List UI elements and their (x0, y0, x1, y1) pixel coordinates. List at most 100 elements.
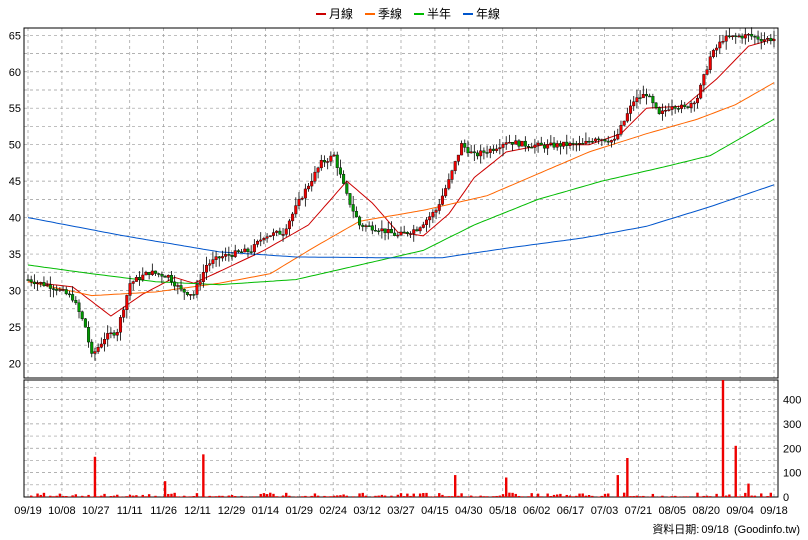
volume-bar (607, 493, 610, 497)
candle-body (692, 102, 696, 105)
candle-body (361, 224, 365, 227)
volume-bar (422, 493, 425, 497)
candle-body (322, 160, 326, 163)
volume-tick-label: 100 (783, 468, 801, 480)
candle-body (271, 232, 275, 236)
candle-body (542, 144, 546, 149)
candle-body (469, 151, 473, 154)
candle-body (472, 151, 476, 154)
candle-body (147, 271, 151, 275)
candle-body (71, 294, 75, 301)
date-tick-label: 04/15 (421, 505, 449, 517)
candle-body (205, 265, 209, 273)
volume-bar (128, 494, 132, 497)
candle-body (651, 96, 655, 104)
candle-body (689, 103, 693, 108)
candle-body (154, 270, 158, 274)
volume-bar (307, 496, 310, 497)
candle-body (517, 140, 521, 147)
volume-bar (74, 494, 78, 497)
volume-bar (753, 495, 757, 497)
candle-body (527, 146, 531, 148)
date-label: 資料日期: (652, 524, 700, 536)
price-tick-label: 35 (9, 249, 21, 261)
candle-body (593, 138, 597, 142)
candle-body (756, 36, 760, 40)
candle-body (310, 181, 314, 187)
candle-body (641, 94, 645, 99)
volume-bar (39, 494, 42, 497)
candle-body (329, 155, 333, 162)
candle-body (185, 292, 189, 295)
candle-body (702, 74, 706, 86)
date-tick-label: 09/19 (14, 505, 42, 517)
candle-body (673, 106, 677, 109)
candle-body (52, 288, 56, 290)
ma-line (27, 82, 775, 297)
volume-bar (715, 493, 718, 497)
candle-body (112, 332, 116, 336)
volume-bar (603, 493, 607, 497)
volume-bar (626, 458, 629, 497)
candle-body (351, 204, 355, 212)
candle-body (67, 293, 71, 296)
price-tick-label: 20 (9, 358, 21, 370)
volume-bar (744, 492, 747, 497)
volume-bar (559, 493, 562, 497)
candle-body (198, 281, 202, 285)
candle-body (581, 143, 585, 145)
candle-body (574, 143, 578, 145)
candle-body (281, 234, 285, 236)
volume-bar (505, 477, 508, 497)
candle-body (546, 144, 550, 149)
footer-info: 資料日期: 09/18 (Goodinfo.tw) (652, 521, 802, 537)
volume-bar (575, 495, 578, 497)
volume-bar (288, 495, 291, 497)
volume-bar (374, 495, 377, 497)
candle-body (491, 148, 495, 151)
date-tick-label: 07/21 (625, 505, 653, 517)
volume-bar (705, 495, 709, 497)
volume-bar (441, 494, 444, 497)
candle-body (415, 229, 419, 232)
volume-bar (485, 496, 489, 497)
volume-bar (141, 494, 144, 497)
candle-body (603, 139, 607, 142)
candle-body (463, 143, 467, 148)
candle-body (275, 230, 279, 233)
candle-body (316, 167, 320, 173)
candle-body (428, 216, 432, 221)
candle-body (195, 284, 199, 295)
candle-body (769, 38, 773, 42)
candle-body (131, 281, 135, 284)
candle-body (721, 41, 725, 43)
candle-body (485, 152, 489, 154)
ma-line (27, 118, 775, 286)
volume-bar (527, 496, 530, 497)
candle-body (590, 141, 594, 143)
candle-body (217, 256, 221, 259)
volume-bar (265, 494, 269, 497)
volume-bar (540, 496, 543, 497)
candle-body (118, 317, 122, 333)
volume-bar (565, 494, 568, 497)
candle-body (584, 140, 588, 144)
volume-bar (336, 495, 339, 497)
volume-bar (186, 496, 189, 497)
volume-bar (275, 496, 278, 497)
candle-body (434, 210, 438, 213)
volume-bar (135, 495, 138, 497)
candle-body (606, 140, 610, 143)
legend-swatch (365, 12, 376, 15)
volume-bar (195, 493, 199, 497)
volume-bar (600, 495, 604, 497)
volume-bar (281, 495, 285, 497)
volume-bar (80, 495, 84, 497)
volume-bar (383, 495, 387, 497)
volume-bar (578, 493, 581, 497)
volume-bar (568, 495, 572, 497)
volume-bar (218, 495, 221, 497)
candle-body (176, 285, 180, 287)
candle-body (762, 39, 766, 42)
candle-body (319, 160, 323, 169)
